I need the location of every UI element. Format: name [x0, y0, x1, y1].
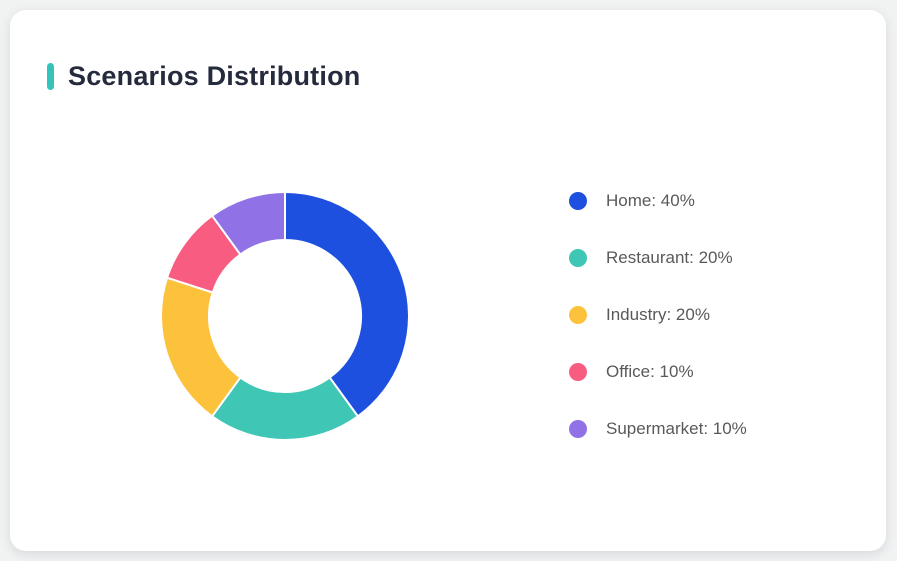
legend-dot-icon — [569, 363, 587, 381]
legend-item-office[interactable]: Office: 10% — [569, 362, 747, 382]
legend-label: Home: 40% — [606, 191, 695, 210]
scenarios-distribution-card: Scenarios Distribution Home: 40% Restaura… — [10, 10, 886, 551]
chart-legend: Home: 40% Restaurant: 20% Industry: 20% Off… — [569, 191, 747, 439]
legend-item-industry[interactable]: Industry: 20% — [569, 305, 747, 325]
legend-dot-icon — [569, 192, 587, 210]
donut-segment-supermarket[interactable] — [211, 191, 286, 256]
legend-item-supermarket[interactable]: Supermarket: 10% — [569, 419, 747, 439]
legend-dot-icon — [569, 249, 587, 267]
legend-label: Office: 10% — [606, 362, 694, 381]
legend-label: Restaurant: 20% — [606, 248, 733, 267]
donut-segment-home[interactable] — [284, 191, 410, 418]
title-accent-bar — [47, 63, 54, 90]
donut-chart — [135, 166, 435, 466]
card-header: Scenarios Distribution — [47, 61, 360, 92]
legend-dot-icon — [569, 306, 587, 324]
legend-item-restaurant[interactable]: Restaurant: 20% — [569, 248, 747, 268]
legend-label: Supermarket: 10% — [606, 419, 747, 438]
donut-segment-industry[interactable] — [160, 276, 242, 418]
legend-dot-icon — [569, 420, 587, 438]
page-title: Scenarios Distribution — [68, 61, 361, 91]
legend-label: Industry: 20% — [606, 305, 710, 324]
legend-item-home[interactable]: Home: 40% — [569, 191, 747, 211]
